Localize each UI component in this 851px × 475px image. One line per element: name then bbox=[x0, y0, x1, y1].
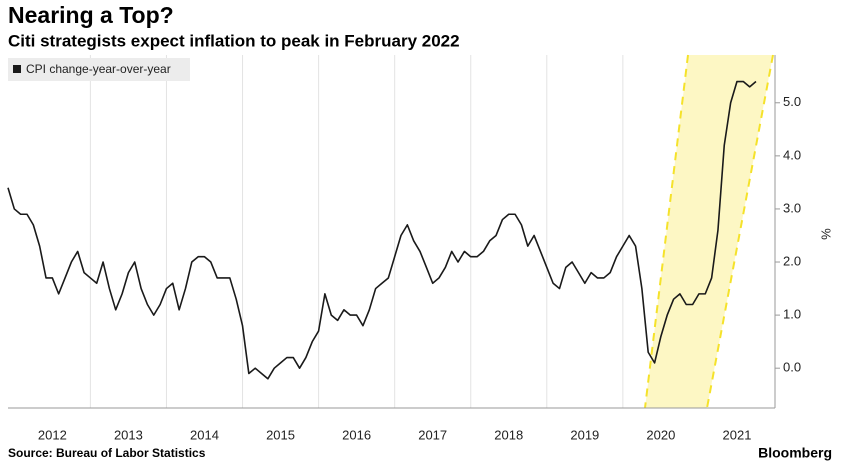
x-tick-label: 2018 bbox=[494, 427, 523, 442]
x-tick-label: 2014 bbox=[190, 427, 219, 442]
y-tick-label: 5.0 bbox=[783, 94, 801, 109]
legend-swatch bbox=[13, 65, 21, 73]
x-tick-label: 2021 bbox=[723, 427, 752, 442]
brand: Bloomberg bbox=[758, 445, 832, 461]
y-tick-label: 0.0 bbox=[783, 360, 801, 375]
band-edge bbox=[706, 54, 774, 409]
x-tick-label: 2017 bbox=[418, 427, 447, 442]
highlight-band bbox=[645, 55, 773, 408]
x-tick-label: 2015 bbox=[266, 427, 295, 442]
x-tick-label: 2020 bbox=[646, 427, 675, 442]
source: Source: Bureau of Labor Statistics bbox=[8, 446, 206, 460]
legend bbox=[8, 58, 190, 81]
y-axis-label: % bbox=[819, 228, 834, 240]
x-tick-label: 2019 bbox=[570, 427, 599, 442]
legend-label: CPI change-year-over-year bbox=[26, 62, 171, 76]
x-tick-label: 2013 bbox=[114, 427, 143, 442]
chart-title: Nearing a Top? bbox=[8, 2, 174, 28]
band-edge bbox=[644, 54, 689, 409]
x-tick-label: 2012 bbox=[38, 427, 67, 442]
y-tick-label: 4.0 bbox=[783, 147, 801, 162]
x-tick-label: 2016 bbox=[342, 427, 371, 442]
line-series bbox=[7, 80, 757, 380]
chart-subtitle: Citi strategists expect inflation to pea… bbox=[8, 31, 460, 50]
y-tick-label: 2.0 bbox=[783, 253, 801, 268]
y-tick-label: 1.0 bbox=[783, 307, 801, 322]
y-tick-label: 3.0 bbox=[783, 200, 801, 215]
